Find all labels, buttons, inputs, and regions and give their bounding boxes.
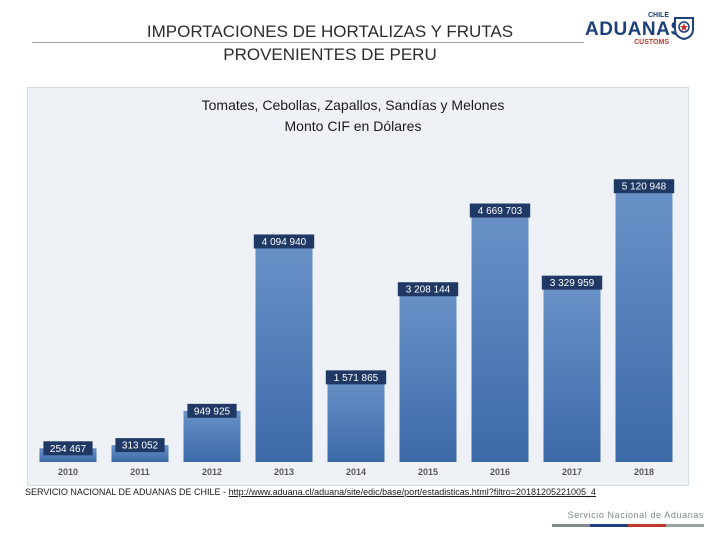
- aduanas-logo: CHILE ADUANAS CUSTOMS: [585, 12, 705, 48]
- bar-chart: Tomates, Cebollas, Zapallos, Sandías y M…: [39, 97, 675, 477]
- data-label-bg-2018: [613, 179, 675, 194]
- page-title-line-2: PROVENIENTES DE PERU: [223, 45, 437, 64]
- x-tick-2012: 2012: [202, 467, 222, 477]
- data-label-2016: 4 669 703: [478, 206, 523, 217]
- data-label-bg-2011: [115, 438, 165, 453]
- data-label-2017: 3 329 959: [550, 278, 595, 289]
- data-label-bg-2016: [469, 203, 531, 218]
- bar-2017: [543, 282, 601, 462]
- footer-bar-segment: [590, 524, 628, 527]
- chart-title: Tomates, Cebollas, Zapallos, Sandías y M…: [202, 97, 505, 113]
- data-label-2010: 254 467: [50, 444, 87, 455]
- data-label-2011: 313 052: [122, 441, 159, 452]
- source-link[interactable]: http://www.aduana.cl/aduana/site/edic/ba…: [228, 487, 597, 497]
- bar-2012: [183, 410, 241, 462]
- bar-2018: [615, 186, 673, 462]
- source-note: SERVICIO NACIONAL DE ADUANAS DE CHILE - …: [25, 487, 596, 497]
- data-label-2012: 949 925: [194, 406, 231, 417]
- bar-2016: [471, 210, 529, 462]
- x-tick-2014: 2014: [346, 467, 366, 477]
- data-label-2015: 3 208 144: [406, 285, 451, 296]
- title-divider: [32, 42, 584, 43]
- bar-2013: [255, 241, 313, 462]
- footer-bar-segment: [552, 524, 590, 527]
- x-tick-2017: 2017: [562, 467, 582, 477]
- data-labels-layer: 254 467 313 052 949 925 4 094 940 1 571 865 3…: [43, 179, 675, 456]
- source-prefix: SERVICIO NACIONAL DE ADUANAS DE CHILE -: [25, 487, 229, 497]
- x-tick-2016: 2016: [490, 467, 510, 477]
- data-label-2018: 5 120 948: [622, 182, 667, 193]
- x-tick-2018: 2018: [634, 467, 654, 477]
- page-title: IMPORTACIONES DE HORTALIZAS Y FRUTAS PRO…: [0, 20, 660, 66]
- data-label-bg-2014: [325, 370, 387, 385]
- logo-customs-text: CUSTOMS: [634, 39, 669, 46]
- x-tick-2015: 2015: [418, 467, 438, 477]
- page-title-line-1: IMPORTACIONES DE HORTALIZAS Y FRUTAS: [146, 22, 514, 41]
- bar-2014: [327, 377, 385, 462]
- footer-color-bar: [552, 524, 704, 527]
- data-label-bg-2012: [187, 403, 237, 418]
- chart-subtitle: Monto CIF en Dólares: [285, 118, 422, 134]
- x-tick-2011: 2011: [130, 467, 150, 477]
- logo-chile-text: CHILE: [648, 12, 669, 19]
- bar-2015: [399, 289, 457, 462]
- footer-brand: Servicio Nacional de Aduanas: [567, 510, 704, 520]
- footer-bar-segment: [628, 524, 666, 527]
- data-label-2013: 4 094 940: [262, 237, 307, 248]
- data-label-bg-2013: [253, 234, 315, 249]
- data-label-bg-2017: [541, 275, 603, 290]
- logo-main-text: ADUANAS: [585, 19, 684, 40]
- data-label-bg-2010: [43, 441, 93, 456]
- bars-layer: [39, 186, 673, 462]
- footer-bar-segment: [666, 524, 704, 527]
- x-axis-ticks: 2010 2011 2012 2013 2014 2015 2016 2017 2018: [58, 467, 654, 477]
- x-tick-2013: 2013: [274, 467, 294, 477]
- data-label-2014: 1 571 865: [334, 373, 379, 384]
- data-label-bg-2015: [397, 282, 459, 297]
- shield-icon: [674, 17, 694, 40]
- x-tick-2010: 2010: [58, 467, 78, 477]
